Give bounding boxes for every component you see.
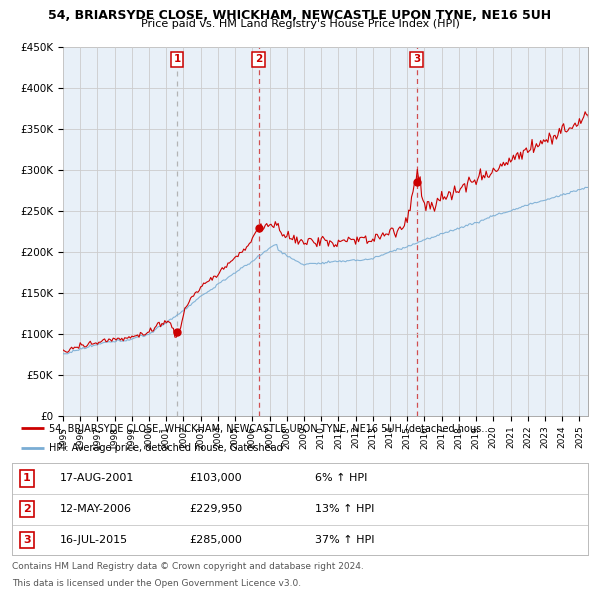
Text: 6% ↑ HPI: 6% ↑ HPI bbox=[315, 474, 367, 483]
Text: 1: 1 bbox=[23, 474, 31, 483]
Text: 3: 3 bbox=[413, 54, 420, 64]
Text: Contains HM Land Registry data © Crown copyright and database right 2024.: Contains HM Land Registry data © Crown c… bbox=[12, 562, 364, 571]
Text: 54, BRIARSYDE CLOSE, WHICKHAM, NEWCASTLE UPON TYNE, NE16 5UH (detached hous…: 54, BRIARSYDE CLOSE, WHICKHAM, NEWCASTLE… bbox=[49, 424, 491, 434]
Text: Price paid vs. HM Land Registry's House Price Index (HPI): Price paid vs. HM Land Registry's House … bbox=[140, 19, 460, 29]
Text: HPI: Average price, detached house, Gateshead: HPI: Average price, detached house, Gate… bbox=[49, 442, 283, 453]
Text: 2: 2 bbox=[255, 54, 262, 64]
Text: £103,000: £103,000 bbox=[189, 474, 242, 483]
Text: 37% ↑ HPI: 37% ↑ HPI bbox=[315, 535, 374, 545]
Text: 54, BRIARSYDE CLOSE, WHICKHAM, NEWCASTLE UPON TYNE, NE16 5UH: 54, BRIARSYDE CLOSE, WHICKHAM, NEWCASTLE… bbox=[49, 9, 551, 22]
Text: 2: 2 bbox=[23, 504, 31, 514]
Text: 13% ↑ HPI: 13% ↑ HPI bbox=[315, 504, 374, 514]
Text: 3: 3 bbox=[23, 535, 31, 545]
Text: 12-MAY-2006: 12-MAY-2006 bbox=[60, 504, 132, 514]
Text: This data is licensed under the Open Government Licence v3.0.: This data is licensed under the Open Gov… bbox=[12, 579, 301, 588]
Text: 17-AUG-2001: 17-AUG-2001 bbox=[60, 474, 134, 483]
Text: 16-JUL-2015: 16-JUL-2015 bbox=[60, 535, 128, 545]
Text: £285,000: £285,000 bbox=[189, 535, 242, 545]
Text: 1: 1 bbox=[173, 54, 181, 64]
Text: £229,950: £229,950 bbox=[189, 504, 242, 514]
